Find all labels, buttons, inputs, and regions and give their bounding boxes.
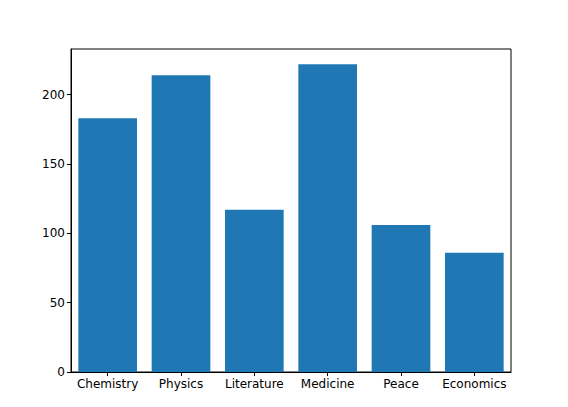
svg-text:200: 200 bbox=[42, 88, 65, 102]
svg-text:Economics: Economics bbox=[442, 377, 506, 391]
svg-text:100: 100 bbox=[42, 226, 65, 240]
svg-text:Medicine: Medicine bbox=[301, 377, 355, 391]
svg-text:Peace: Peace bbox=[383, 377, 419, 391]
svg-text:Chemistry: Chemistry bbox=[77, 377, 138, 391]
svg-text:Literature: Literature bbox=[225, 377, 284, 391]
svg-text:50: 50 bbox=[50, 296, 65, 310]
svg-text:Physics: Physics bbox=[159, 377, 203, 391]
svg-text:0: 0 bbox=[57, 365, 65, 379]
svg-text:150: 150 bbox=[42, 157, 65, 171]
